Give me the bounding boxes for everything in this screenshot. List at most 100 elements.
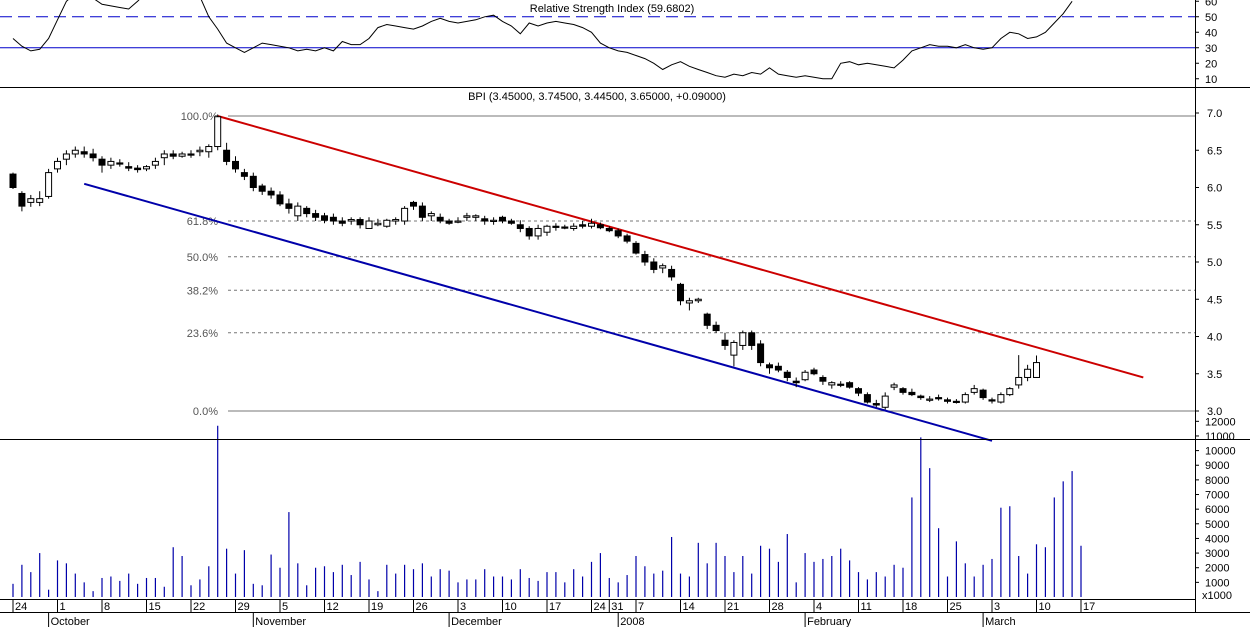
x-month-label: March xyxy=(985,616,1016,627)
candle-body xyxy=(694,298,702,302)
x-day-label: 21 xyxy=(727,601,739,613)
candle xyxy=(98,156,106,173)
candle xyxy=(45,168,53,199)
candle xyxy=(614,228,622,239)
candle xyxy=(178,151,186,158)
rsi-line xyxy=(12,0,1073,80)
candle xyxy=(80,146,88,158)
candle-body xyxy=(1033,362,1040,378)
volume-tick-label: 1000 xyxy=(1205,577,1229,589)
volume-tick-label: 11000 xyxy=(1205,431,1235,443)
candle-body xyxy=(614,230,622,237)
candle-body xyxy=(846,382,854,388)
candle xyxy=(970,384,978,395)
candle-body xyxy=(890,384,898,388)
candle xyxy=(329,213,337,225)
candle-body xyxy=(783,371,791,378)
fib-level-label: 38.2% xyxy=(187,285,218,297)
candle xyxy=(810,367,818,376)
candle xyxy=(418,202,426,222)
candle xyxy=(160,150,168,166)
candle xyxy=(525,226,533,240)
candle xyxy=(668,265,676,281)
rsi-tick-label: 40 xyxy=(1205,27,1217,39)
candle xyxy=(1024,364,1032,382)
candle-body xyxy=(312,213,320,218)
candle-body xyxy=(543,225,551,233)
candle-body xyxy=(454,220,462,223)
candle xyxy=(151,157,159,169)
candle xyxy=(890,382,898,391)
candle xyxy=(623,233,631,244)
candle-body xyxy=(223,149,231,162)
candle xyxy=(694,297,702,303)
candle xyxy=(285,198,293,214)
price-tick-label: 7.0 xyxy=(1207,108,1222,120)
candle xyxy=(223,142,231,166)
candle-body xyxy=(632,242,640,254)
price-tick-label: 6.5 xyxy=(1207,145,1222,157)
candle xyxy=(490,217,498,225)
candle xyxy=(249,172,257,192)
candle xyxy=(926,396,934,403)
candle-body xyxy=(214,116,222,148)
candle-body xyxy=(579,224,587,227)
candle xyxy=(71,146,79,158)
trendline xyxy=(217,115,1144,379)
candle xyxy=(605,226,613,233)
candle xyxy=(516,220,524,233)
candle-body xyxy=(1015,376,1023,386)
rsi-title: Relative Strength Index (59.6802) xyxy=(530,3,695,15)
x-month-label: November xyxy=(255,616,306,627)
x-day-label: 15 xyxy=(149,601,161,613)
candle xyxy=(855,387,862,397)
candle-body xyxy=(774,365,782,371)
candle xyxy=(410,200,417,210)
candle-body xyxy=(365,220,373,229)
candle xyxy=(463,212,471,222)
volume-tick-label: 10000 xyxy=(1205,446,1236,458)
candle-body xyxy=(436,216,444,222)
candle-body xyxy=(641,254,649,263)
candle xyxy=(570,223,578,231)
x-day-label: 29 xyxy=(238,601,250,613)
candle-body xyxy=(863,394,871,403)
candle-body xyxy=(151,160,159,166)
x-month-label: October xyxy=(51,616,90,627)
candle xyxy=(792,377,800,388)
candle xyxy=(944,397,951,404)
candle xyxy=(632,241,640,255)
candle xyxy=(739,330,747,350)
candle xyxy=(757,340,765,367)
x-day-label: 4 xyxy=(816,601,822,613)
candle-body xyxy=(534,227,542,237)
candle xyxy=(365,217,373,229)
candle-body xyxy=(988,399,996,402)
candle-body xyxy=(205,146,213,153)
volume-tick-label: 7000 xyxy=(1205,490,1229,502)
x-day-label: 18 xyxy=(905,601,917,613)
candle xyxy=(62,150,70,166)
candle xyxy=(18,191,26,212)
candle-body xyxy=(18,192,26,207)
candle xyxy=(321,212,328,224)
x-day-label: 25 xyxy=(950,601,962,613)
candle xyxy=(267,187,275,199)
x-day-label: 5 xyxy=(282,601,288,613)
candle xyxy=(881,392,889,410)
candle-body xyxy=(588,222,595,227)
volume-tick-label: 8000 xyxy=(1205,475,1229,487)
candle-body xyxy=(926,398,934,401)
candle-body xyxy=(463,215,471,218)
candle-body xyxy=(240,172,248,177)
candle-body xyxy=(997,394,1005,403)
candle xyxy=(588,218,595,229)
candle-body xyxy=(98,158,106,166)
candle-body xyxy=(472,215,480,218)
candle-body xyxy=(36,198,44,203)
candle-body xyxy=(9,173,17,188)
candle xyxy=(481,215,489,225)
candle-body xyxy=(917,395,925,399)
candle-body xyxy=(801,371,809,381)
candle-body xyxy=(596,224,604,229)
